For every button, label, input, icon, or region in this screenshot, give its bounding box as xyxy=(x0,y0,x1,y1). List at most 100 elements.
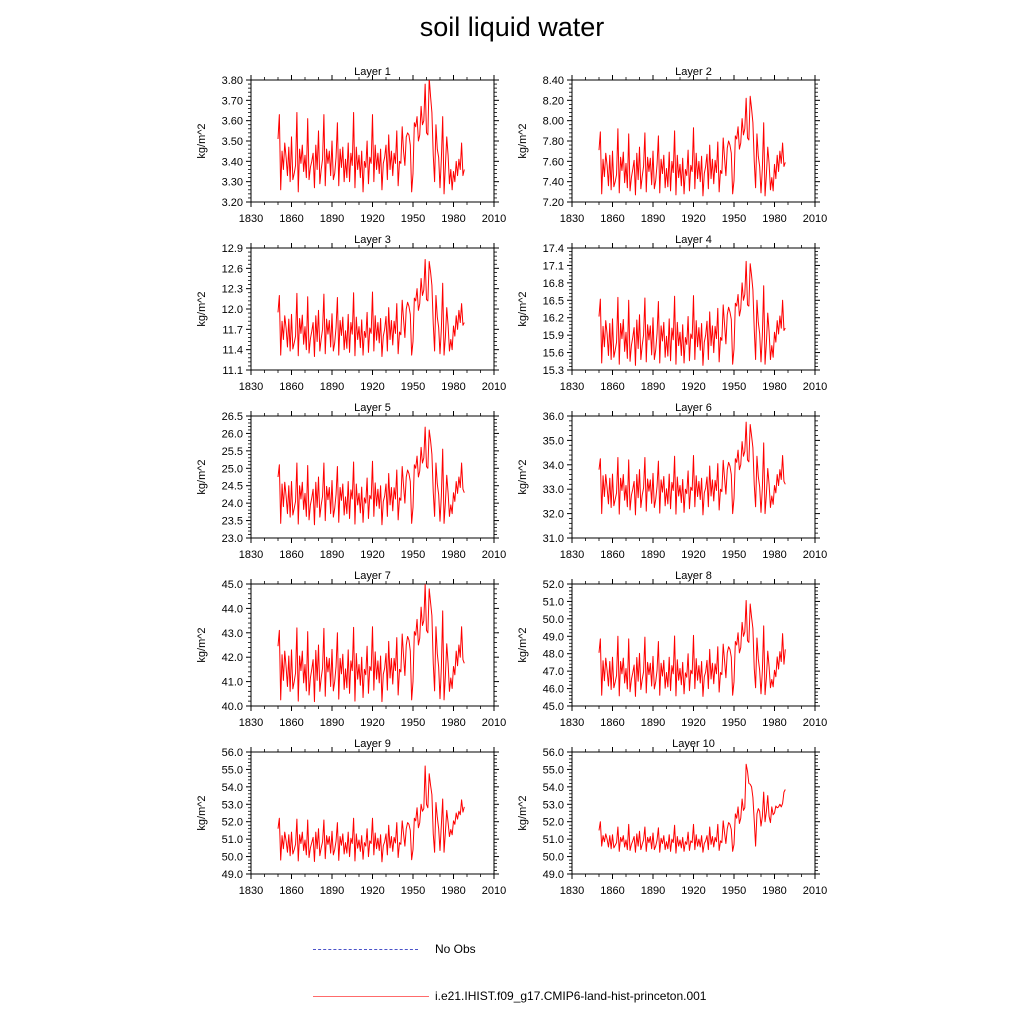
x-tick-label: 1890 xyxy=(320,885,344,897)
y-tick-label: 7.20 xyxy=(543,197,564,209)
y-tick-label: 43.0 xyxy=(222,628,243,640)
y-tick-label: 12.9 xyxy=(222,243,243,255)
y-tick-label: 16.5 xyxy=(543,295,564,307)
panel-title: Layer 9 xyxy=(354,738,391,750)
y-tick-label: 12.6 xyxy=(222,263,243,275)
y-axis-label: kg/m^2 xyxy=(196,459,208,494)
x-tick-label: 2010 xyxy=(803,213,827,225)
x-tick-label: 1980 xyxy=(441,381,465,393)
x-tick-label: 1860 xyxy=(279,381,303,393)
y-tick-label: 53.0 xyxy=(543,799,564,811)
y-tick-label: 56.0 xyxy=(222,747,243,759)
panel-title: Layer 1 xyxy=(354,66,391,78)
y-axis-label: kg/m^2 xyxy=(517,123,529,158)
y-tick-label: 3.70 xyxy=(222,95,243,107)
y-tick-label: 35.0 xyxy=(543,435,564,447)
y-tick-label: 55.0 xyxy=(222,764,243,776)
series-line xyxy=(277,765,465,863)
y-tick-label: 48.0 xyxy=(543,649,564,661)
x-tick-label: 1830 xyxy=(560,213,584,225)
x-tick-label: 1860 xyxy=(279,213,303,225)
panel-2: Layer 2 kg/m^2 1830 1860 1890 1920 1950 1980 201… xyxy=(517,66,827,225)
x-tick-label: 1920 xyxy=(360,549,384,561)
y-axis-label: kg/m^2 xyxy=(196,795,208,830)
y-tick-label: 51.0 xyxy=(543,596,564,608)
x-tick-label: 1980 xyxy=(762,381,786,393)
y-tick-label: 47.0 xyxy=(543,666,564,678)
page-title: soil liquid water xyxy=(419,12,605,42)
x-tick-label: 1860 xyxy=(600,717,624,729)
panel-title: Layer 6 xyxy=(675,402,712,414)
y-tick-label: 7.80 xyxy=(543,136,564,148)
x-tick-label: 2010 xyxy=(803,549,827,561)
x-tick-label: 1860 xyxy=(600,549,624,561)
x-tick-label: 1950 xyxy=(401,549,425,561)
x-tick-label: 1830 xyxy=(239,717,263,729)
panel-title: Layer 7 xyxy=(354,570,391,582)
y-tick-label: 3.80 xyxy=(222,75,243,87)
y-tick-label: 50.0 xyxy=(222,852,243,864)
y-tick-label: 50.0 xyxy=(543,852,564,864)
y-tick-label: 17.1 xyxy=(543,260,564,272)
y-tick-label: 33.0 xyxy=(543,484,564,496)
y-tick-label: 54.0 xyxy=(543,782,564,794)
y-tick-label: 52.0 xyxy=(543,817,564,829)
x-tick-label: 1890 xyxy=(320,717,344,729)
x-tick-label: 1980 xyxy=(441,549,465,561)
panel-4: Layer 4 kg/m^2 1830 1860 1890 1920 1950 1980 201… xyxy=(517,234,827,393)
x-tick-label: 1830 xyxy=(239,549,263,561)
x-tick-label: 1890 xyxy=(320,381,344,393)
x-tick-label: 1920 xyxy=(360,717,384,729)
x-tick-label: 2010 xyxy=(482,549,506,561)
panel-9: Layer 9 kg/m^2 1830 1860 1890 1920 1950 1980 201… xyxy=(196,738,506,897)
x-tick-label: 1920 xyxy=(681,717,705,729)
panel-title: Layer 8 xyxy=(675,570,712,582)
x-tick-label: 2010 xyxy=(803,717,827,729)
y-tick-label: 36.0 xyxy=(543,411,564,423)
y-axis-label: kg/m^2 xyxy=(196,291,208,326)
series-line xyxy=(598,600,786,697)
series-line xyxy=(598,95,786,197)
panel-title: Layer 4 xyxy=(675,234,712,246)
y-tick-label: 49.0 xyxy=(543,631,564,643)
y-tick-label: 25.0 xyxy=(222,463,243,475)
x-tick-label: 2010 xyxy=(482,381,506,393)
x-tick-label: 1950 xyxy=(401,717,425,729)
x-tick-label: 1920 xyxy=(360,885,384,897)
y-tick-label: 45.0 xyxy=(543,701,564,713)
y-tick-label: 15.3 xyxy=(543,365,564,377)
y-tick-label: 52.0 xyxy=(222,817,243,829)
y-tick-label: 51.0 xyxy=(222,834,243,846)
x-tick-label: 2010 xyxy=(803,381,827,393)
y-tick-label: 15.6 xyxy=(543,348,564,360)
y-tick-label: 15.9 xyxy=(543,330,564,342)
y-tick-label: 32.0 xyxy=(543,509,564,521)
panel-3: Layer 3 kg/m^2 1830 1860 1890 1920 1950 1980 201… xyxy=(196,234,506,393)
y-tick-label: 11.4 xyxy=(222,345,243,357)
y-tick-label: 26.5 xyxy=(222,411,243,423)
y-tick-label: 49.0 xyxy=(222,869,243,881)
x-tick-label: 1860 xyxy=(600,381,624,393)
x-tick-label: 1830 xyxy=(560,717,584,729)
y-axis-label: kg/m^2 xyxy=(196,627,208,662)
y-tick-label: 56.0 xyxy=(543,747,564,759)
x-tick-label: 1830 xyxy=(560,885,584,897)
plot-frame xyxy=(250,79,495,203)
panel-title: Layer 5 xyxy=(354,402,391,414)
panel-title: Layer 3 xyxy=(354,234,391,246)
series-line xyxy=(277,584,465,703)
y-axis-label: kg/m^2 xyxy=(196,123,208,158)
y-tick-label: 23.0 xyxy=(222,533,243,545)
y-tick-label: 16.2 xyxy=(543,313,564,325)
x-tick-label: 1980 xyxy=(762,213,786,225)
x-tick-label: 2010 xyxy=(482,885,506,897)
x-tick-label: 2010 xyxy=(482,717,506,729)
series-line xyxy=(277,426,465,526)
panel-title: Layer 10 xyxy=(672,738,715,750)
y-tick-label: 17.4 xyxy=(543,243,564,255)
y-tick-label: 55.0 xyxy=(543,764,564,776)
x-tick-label: 1890 xyxy=(641,717,665,729)
y-tick-label: 7.40 xyxy=(543,177,564,189)
x-tick-label: 1950 xyxy=(722,717,746,729)
y-tick-label: 51.0 xyxy=(543,834,564,846)
